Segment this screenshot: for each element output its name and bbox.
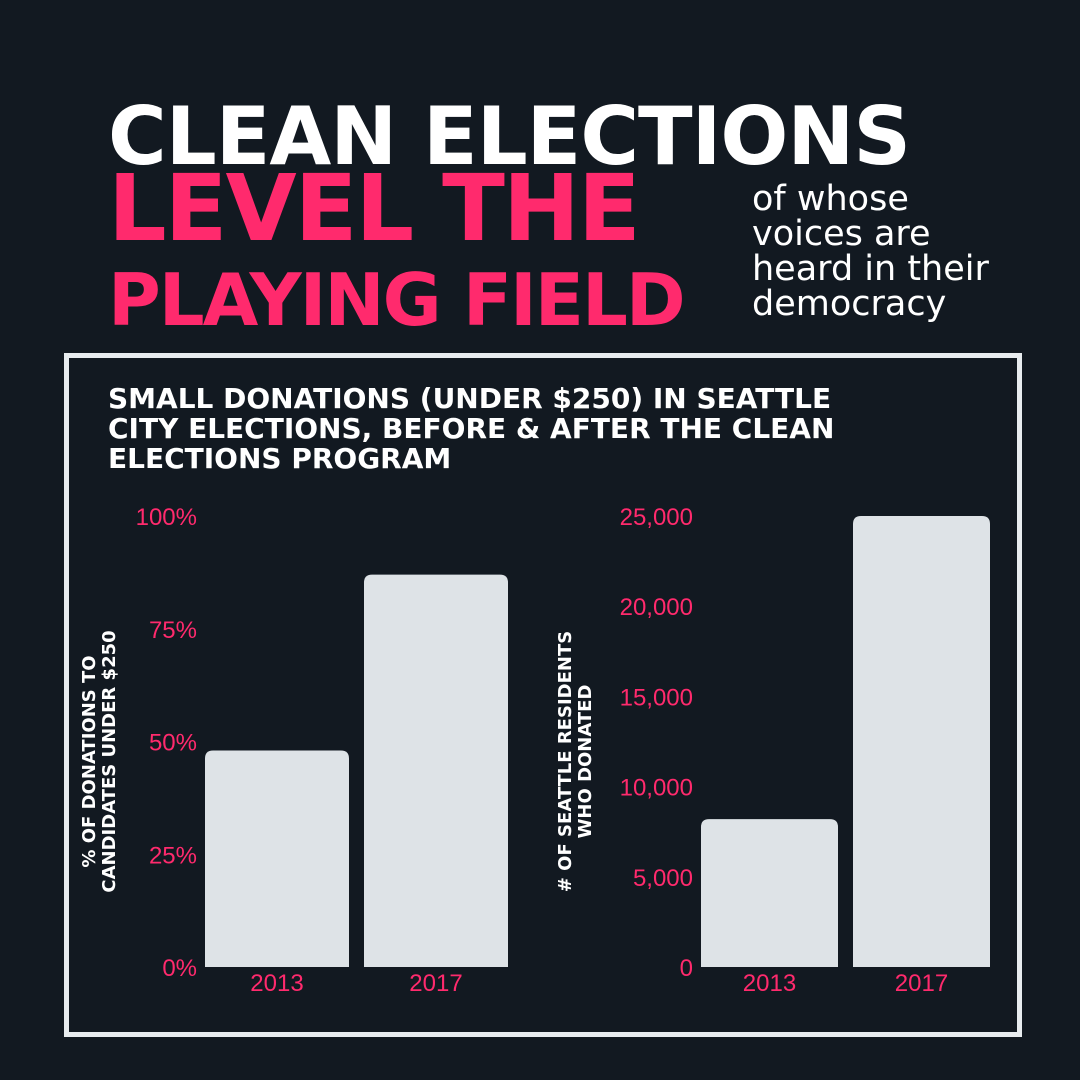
y-tick-label: 15,000 xyxy=(620,684,693,711)
side-note-line: voices are xyxy=(752,214,931,254)
side-note-line: heard in their xyxy=(752,249,989,289)
y-axis-label-line: % OF DONATIONS TO xyxy=(79,655,100,867)
headline-line-3: PLAYING FIELD xyxy=(108,258,686,342)
bar-2013 xyxy=(701,819,838,967)
y-tick-label: 5,000 xyxy=(633,865,693,892)
x-tick-label: 2017 xyxy=(895,970,948,997)
x-tick-label: 2013 xyxy=(743,970,796,997)
chart-title: SMALL DONATIONS (UNDER $250) IN SEATTLE … xyxy=(108,384,948,474)
headline-line-1: CLEAN ELECTIONS xyxy=(108,90,911,183)
y-axis-label-line: CANDIDATES UNDER $250 xyxy=(99,630,120,892)
y-tick-label: 25,000 xyxy=(620,504,693,531)
y-tick-label: 0 xyxy=(680,955,693,982)
side-note-line: democracy xyxy=(752,284,947,324)
y-tick-label: 10,000 xyxy=(620,775,693,802)
y-axis-label-line: WHO DONATED xyxy=(575,685,596,839)
y-tick-label: 100% xyxy=(136,504,197,531)
chart-title-line: ELECTIONS PROGRAM xyxy=(108,442,452,475)
x-tick-label: 2017 xyxy=(409,970,462,997)
bar-2013 xyxy=(205,750,349,967)
side-note-line: of whose xyxy=(752,179,909,219)
chart-frame xyxy=(64,353,1022,1037)
y-tick-label: 75% xyxy=(149,617,197,644)
bar-2017 xyxy=(364,574,508,967)
bar-2017 xyxy=(853,516,990,967)
chart-title-line: SMALL DONATIONS (UNDER $250) IN SEATTLE xyxy=(108,382,832,415)
chart-title-line: CITY ELECTIONS, BEFORE & AFTER THE CLEAN xyxy=(108,412,835,445)
y-axis-label: # OF SEATTLE RESIDENTS WHO DONATED xyxy=(555,631,596,892)
y-tick-label: 20,000 xyxy=(620,594,693,621)
y-axis-label-line: # OF SEATTLE RESIDENTS xyxy=(555,631,576,892)
y-tick-label: 25% xyxy=(149,842,197,869)
headline-line-2: LEVEL THE xyxy=(108,155,641,262)
side-note: of whose voices are heard in their democ… xyxy=(752,182,1032,322)
x-tick-label: 2013 xyxy=(250,970,303,997)
y-tick-label: 0% xyxy=(162,955,197,982)
y-axis-label: % OF DONATIONS TO CANDIDATES UNDER $250 xyxy=(79,630,120,892)
y-tick-label: 50% xyxy=(149,730,197,757)
